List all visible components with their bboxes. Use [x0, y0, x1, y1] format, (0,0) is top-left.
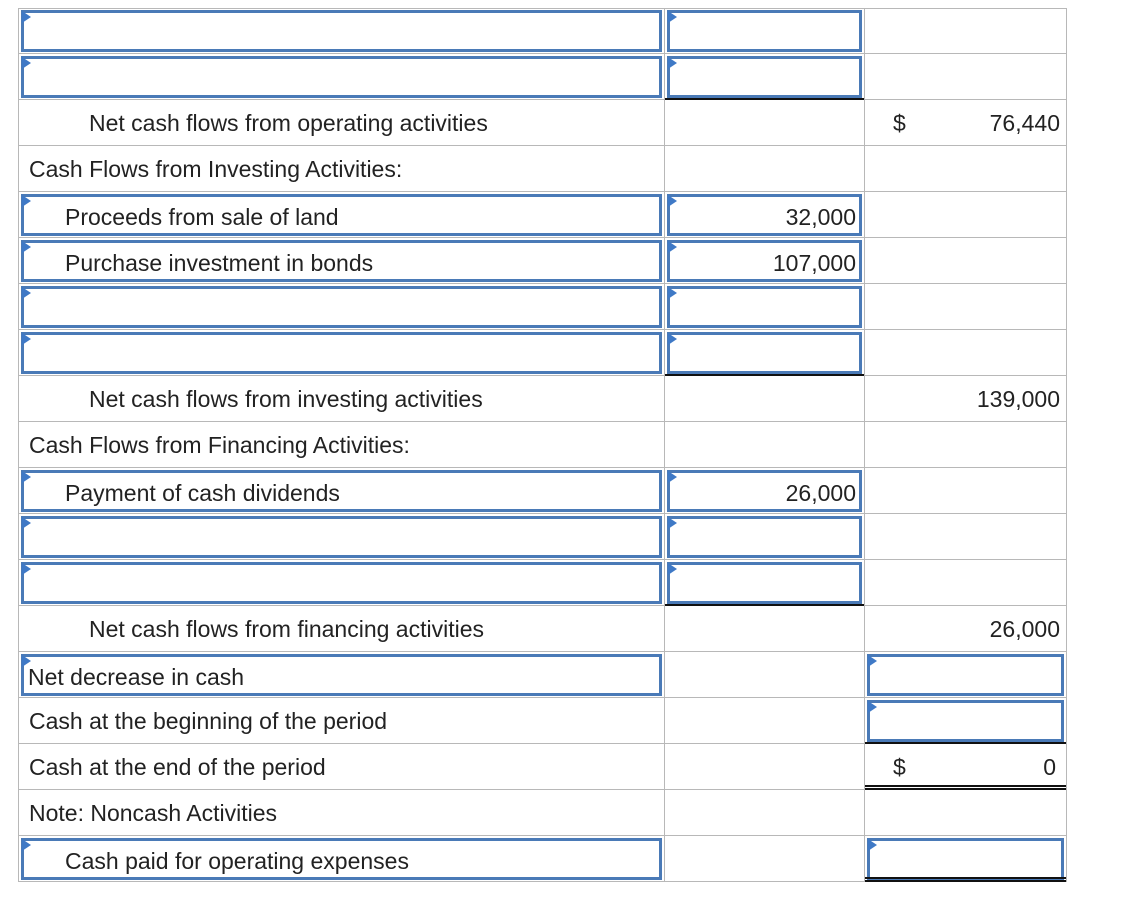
label-input[interactable]	[21, 56, 662, 98]
label-input[interactable]	[21, 562, 662, 604]
dropdown-marker-icon	[668, 517, 677, 529]
dropdown-marker-icon	[668, 57, 677, 69]
table-row: Cash paid for operating expenses	[18, 836, 1067, 882]
label-input[interactable]: Cash paid for operating expenses	[21, 838, 662, 880]
label-input[interactable]	[21, 516, 662, 558]
amount-value: 0	[1043, 754, 1056, 780]
dropdown-marker-icon	[22, 839, 31, 851]
dropdown-marker-icon	[868, 701, 877, 713]
table-row: Cash at the end of the period $0	[18, 744, 1067, 790]
label-input[interactable]: Purchase investment in bonds	[21, 240, 662, 282]
table-row: Cash at the beginning of the period	[18, 698, 1067, 744]
table-row	[18, 560, 1067, 606]
amount-input[interactable]	[667, 516, 862, 558]
dollar-sign: $	[893, 754, 906, 780]
dropdown-marker-icon	[22, 517, 31, 529]
section-heading: Cash Flows from Financing Activities:	[29, 432, 410, 458]
table-row	[18, 8, 1067, 54]
section-heading: Cash Flows from Investing Activities:	[29, 156, 403, 182]
dropdown-marker-icon	[22, 11, 31, 23]
dropdown-marker-icon	[668, 287, 677, 299]
dropdown-marker-icon	[22, 57, 31, 69]
dropdown-marker-icon	[668, 11, 677, 23]
label-input[interactable]: Proceeds from sale of land	[21, 194, 662, 236]
label-input[interactable]	[21, 10, 662, 52]
row-label: Net cash flows from investing activities	[89, 386, 483, 412]
label-input[interactable]: Net decrease in cash	[21, 654, 662, 696]
dropdown-marker-icon	[22, 333, 31, 345]
table-row	[18, 330, 1067, 376]
table-row: Net cash flows from investing activities…	[18, 376, 1067, 422]
dropdown-marker-icon	[668, 195, 677, 207]
amount-input[interactable]	[867, 838, 1064, 880]
dropdown-marker-icon	[868, 655, 877, 667]
dropdown-marker-icon	[22, 195, 31, 207]
table-row: Proceeds from sale of land 32,000	[18, 192, 1067, 238]
amount-value: 139,000	[976, 386, 1060, 412]
amount-input[interactable]	[867, 654, 1064, 696]
amount-value: 76,440	[989, 110, 1060, 136]
section-heading: Note: Noncash Activities	[29, 800, 278, 826]
dropdown-marker-icon	[22, 287, 31, 299]
dropdown-marker-icon	[668, 563, 677, 575]
dropdown-marker-icon	[22, 655, 31, 667]
label-input[interactable]: Payment of cash dividends	[21, 470, 662, 512]
amount-input[interactable]: 107,000	[667, 240, 862, 282]
row-label: Cash at the beginning of the period	[29, 708, 388, 734]
amount-input[interactable]	[667, 286, 862, 328]
table-row	[18, 514, 1067, 560]
label-input[interactable]	[21, 286, 662, 328]
dropdown-marker-icon	[22, 471, 31, 483]
table-row	[18, 284, 1067, 330]
dropdown-marker-icon	[668, 241, 677, 253]
row-label: Cash at the end of the period	[29, 754, 326, 780]
row-label: Net cash flows from operating activities	[89, 110, 488, 136]
label-input[interactable]	[21, 332, 662, 374]
table-row: Purchase investment in bonds 107,000	[18, 238, 1067, 284]
row-label: Net cash flows from financing activities	[89, 616, 484, 642]
amount-input[interactable]	[667, 56, 862, 98]
table-row: Cash Flows from Financing Activities:	[18, 422, 1067, 468]
amount-input[interactable]: 32,000	[667, 194, 862, 236]
amount-value: 26,000	[989, 616, 1060, 642]
table-row: Net decrease in cash	[18, 652, 1067, 698]
dollar-sign: $	[893, 110, 906, 136]
table-row: Net cash flows from financing activities…	[18, 606, 1067, 652]
dropdown-marker-icon	[22, 241, 31, 253]
dropdown-marker-icon	[868, 839, 877, 851]
table-row	[18, 54, 1067, 100]
amount-input[interactable]: 26,000	[667, 470, 862, 512]
dropdown-marker-icon	[668, 471, 677, 483]
table-row: Note: Noncash Activities	[18, 790, 1067, 836]
table-row: Payment of cash dividends 26,000	[18, 468, 1067, 514]
amount-input[interactable]	[667, 332, 862, 374]
amount-input[interactable]	[667, 562, 862, 604]
table-row: Net cash flows from operating activities…	[18, 100, 1067, 146]
cash-flow-statement-table: Net cash flows from operating activities…	[18, 8, 1067, 882]
amount-input[interactable]	[867, 700, 1064, 742]
dropdown-marker-icon	[668, 333, 677, 345]
amount-input[interactable]	[667, 10, 862, 52]
dropdown-marker-icon	[22, 563, 31, 575]
table-row: Cash Flows from Investing Activities:	[18, 146, 1067, 192]
